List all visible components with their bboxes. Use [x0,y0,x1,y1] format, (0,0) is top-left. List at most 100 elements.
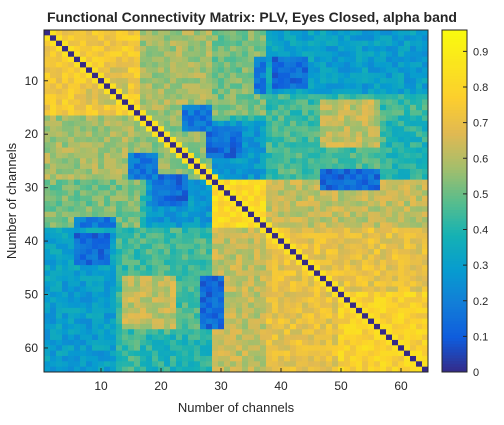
heatmap-cell [68,184,75,191]
heatmap-cell [308,222,315,229]
heatmap-cell [122,30,129,36]
heatmap-cell [404,136,411,143]
heatmap-cell [164,238,171,245]
heatmap-cell [158,211,165,218]
heatmap-cell [278,110,285,116]
heatmap-cell [104,168,111,175]
heatmap-cell [260,184,267,191]
heatmap-cell [50,35,57,42]
heatmap-cell [410,168,417,175]
heatmap-cell [398,339,405,346]
heatmap-cell [236,313,243,319]
heatmap-cell [266,366,273,373]
heatmap-cell [182,259,189,266]
heatmap-cell [248,179,255,186]
heatmap-cell [50,152,57,159]
heatmap-cell [194,88,201,95]
heatmap-cell [314,307,321,314]
heatmap-cell [50,174,57,181]
heatmap-cell [62,355,69,362]
heatmap-cell [332,366,339,373]
heatmap-cell [98,217,105,223]
heatmap-cell [62,201,69,207]
heatmap-cell [326,297,333,303]
heatmap-cell [302,291,309,298]
heatmap-cell [128,366,135,373]
heatmap-cell [356,131,363,138]
heatmap-cell [170,168,177,175]
heatmap-cell [62,286,69,293]
heatmap-cell [80,67,87,74]
heatmap-cell [332,46,339,52]
heatmap-cell [332,201,339,207]
heatmap-cell [140,302,147,309]
heatmap-cell [314,131,321,138]
heatmap-cell [104,238,111,245]
heatmap-cell [158,217,165,223]
heatmap-cell [416,222,423,229]
heatmap-cell [188,115,195,122]
heatmap-cell [260,350,267,357]
heatmap-cell [98,51,105,58]
heatmap-cell [320,56,327,63]
heatmap-cell [140,131,147,138]
heatmap-cell [206,83,213,90]
heatmap-cell [236,243,243,250]
heatmap-cell [398,142,405,148]
heatmap-cell [194,142,201,148]
heatmap-cell [296,350,303,357]
heatmap-cell [158,62,165,68]
heatmap-cell [362,318,369,325]
heatmap-cell [314,104,321,111]
heatmap-cell [86,104,93,111]
heatmap-cell [290,62,297,68]
heatmap-cell [344,345,351,352]
heatmap-cell [350,30,357,36]
heatmap-cell [356,281,363,287]
heatmap-cell [116,329,123,335]
heatmap-cell [410,83,417,90]
heatmap-cell [422,67,429,74]
heatmap-cell [164,318,171,325]
heatmap-cell [422,142,429,148]
heatmap-cell [86,254,93,261]
heatmap-cell [386,233,393,239]
heatmap-cell [74,94,81,100]
heatmap-cell [68,104,75,111]
heatmap-cell [356,217,363,223]
heatmap-cell [410,88,417,95]
heatmap-cell [248,142,255,148]
colorbar-segment [442,198,467,202]
heatmap-cell [386,302,393,309]
heatmap-cell [44,195,51,202]
heatmap-cell [218,142,225,148]
heatmap-cell [194,51,201,58]
heatmap-cell [260,361,267,368]
heatmap-cell [302,158,309,164]
heatmap-cell [44,313,51,319]
heatmap-cell [194,46,201,52]
heatmap-cell [368,126,375,132]
heatmap-cell [374,30,381,36]
heatmap-cell [350,307,357,314]
heatmap-cell [200,366,207,373]
heatmap-cell [368,56,375,63]
heatmap-cell [344,40,351,47]
heatmap-cell [362,168,369,175]
heatmap-cell [50,227,57,234]
heatmap-cell [146,184,153,191]
heatmap-cell [104,361,111,368]
heatmap-cell [50,147,57,154]
heatmap-cell [356,334,363,341]
heatmap-cell [122,152,129,159]
heatmap-cell [254,254,261,261]
heatmap-cell [224,78,231,84]
heatmap-cell [212,158,219,164]
heatmap-cell [86,131,93,138]
heatmap-cell [344,158,351,164]
heatmap-cell [218,249,225,255]
heatmap-cell [74,62,81,68]
heatmap-cell [302,56,309,63]
colorbar-segment [442,47,467,51]
heatmap-cell [236,179,243,186]
